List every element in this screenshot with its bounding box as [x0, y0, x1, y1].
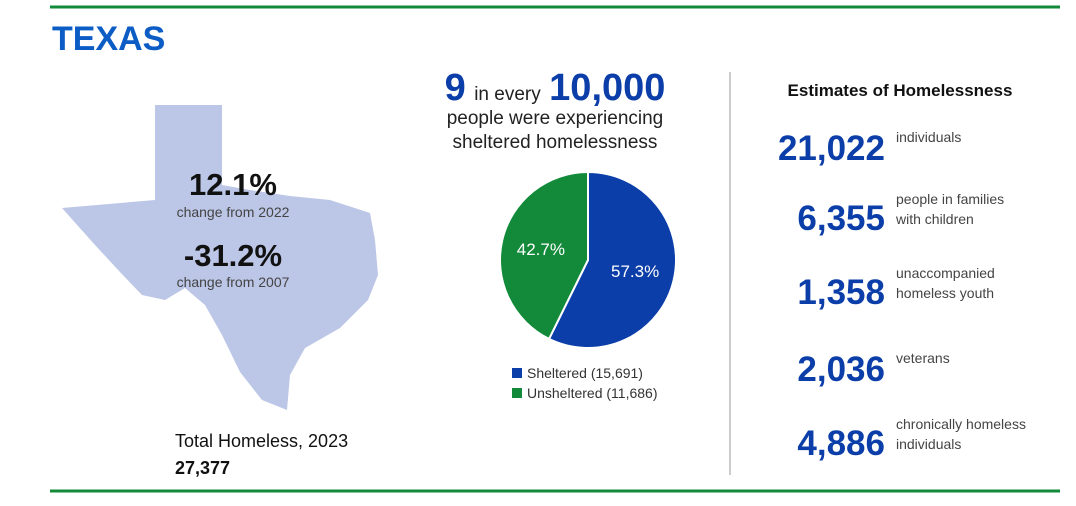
estimate-label: veterans: [896, 350, 950, 366]
estimate-number: 21,022: [778, 129, 885, 168]
estimate-label: unaccompanied: [896, 265, 995, 281]
pie-slice: [499, 170, 589, 341]
estimates-title: Estimates of Homelessness: [788, 81, 1013, 100]
legend-swatch: [512, 388, 522, 398]
stat-value: -31.2%: [184, 238, 282, 273]
pie-chart: 57.3% 42.7% Sheltered (15,691) Unsheltered …: [499, 170, 677, 401]
estimate-label: with children: [895, 211, 974, 227]
legend-label: Sheltered (15,691): [527, 365, 643, 381]
estimate-number: 1,358: [797, 273, 885, 312]
headline-text: in every: [474, 84, 541, 105]
total-label: Total Homeless, 2023: [175, 431, 348, 451]
legend-swatch: [512, 368, 522, 378]
slice-label: 42.7%: [517, 240, 565, 259]
page-title: TEXAS: [52, 20, 165, 58]
legend-label: Unsheltered (11,686): [527, 385, 657, 401]
texas-map: [62, 105, 378, 410]
headline-line: sheltered homelessness: [453, 132, 658, 153]
headline: 9 in every 10,000: [445, 67, 666, 109]
estimates-list: 21,022 individuals 6,355 people in families…: [778, 129, 1026, 463]
slice-label: 57.3%: [611, 262, 659, 281]
estimate-label: chronically homeless: [896, 416, 1026, 432]
stat-label: change from 2007: [177, 274, 290, 290]
estimate-label: people in families: [896, 191, 1004, 207]
estimate-number: 6,355: [797, 199, 885, 238]
estimate-label: homeless youth: [896, 285, 994, 301]
estimate-label: individuals: [896, 129, 961, 145]
headline-line: people were experiencing: [447, 108, 664, 129]
pie-slice: [547, 170, 677, 349]
stat-label: change from 2022: [177, 204, 290, 220]
total-value: 27,377: [175, 458, 230, 478]
stat-value: 12.1%: [189, 167, 277, 202]
headline-base: 10,000: [549, 67, 665, 109]
estimate-number: 2,036: [797, 350, 885, 389]
estimate-number: 4,886: [797, 424, 885, 463]
estimate-label: individuals: [896, 436, 961, 452]
headline-number: 9: [445, 67, 466, 109]
